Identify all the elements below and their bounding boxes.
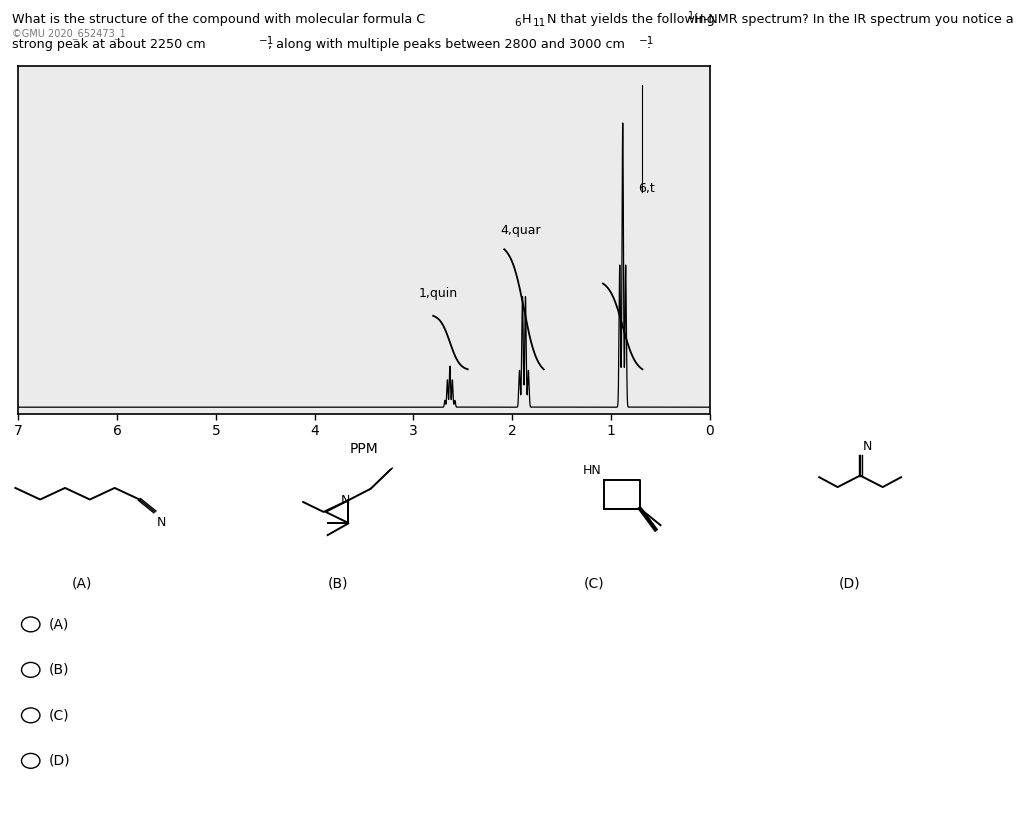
Text: (A): (A)	[72, 576, 92, 590]
Text: HN: HN	[583, 464, 601, 477]
Text: 11: 11	[532, 18, 546, 28]
Text: N: N	[157, 516, 166, 529]
Text: (C): (C)	[49, 709, 70, 722]
Text: (C): (C)	[584, 576, 604, 590]
Text: (D): (D)	[49, 754, 71, 767]
Text: N that yields the following: N that yields the following	[547, 13, 719, 26]
Text: , along with multiple peaks between 2800 and 3000 cm: , along with multiple peaks between 2800…	[268, 38, 626, 51]
Text: ©GMU 2020_652473_1: ©GMU 2020_652473_1	[12, 28, 126, 40]
Text: N: N	[863, 440, 872, 453]
Text: (B): (B)	[328, 576, 348, 590]
Text: −1: −1	[639, 36, 654, 45]
Text: .: .	[646, 38, 650, 51]
Text: 4,quar: 4,quar	[501, 223, 541, 237]
Text: −1: −1	[259, 36, 274, 45]
X-axis label: PPM: PPM	[349, 442, 379, 456]
Text: (D): (D)	[839, 576, 861, 590]
Text: (A): (A)	[49, 618, 70, 631]
Text: 6: 6	[514, 18, 520, 28]
Text: 1,quin: 1,quin	[419, 287, 458, 299]
Text: H-NMR spectrum? In the IR spectrum you notice a: H-NMR spectrum? In the IR spectrum you n…	[694, 13, 1014, 26]
Text: 1: 1	[688, 11, 694, 21]
Text: (B): (B)	[49, 663, 70, 676]
Text: 6,t: 6,t	[639, 183, 655, 195]
Text: H: H	[522, 13, 531, 26]
Text: N: N	[340, 494, 350, 507]
Text: strong peak at about 2250 cm: strong peak at about 2250 cm	[12, 38, 206, 51]
Text: What is the structure of the compound with molecular formula C: What is the structure of the compound wi…	[12, 13, 426, 26]
